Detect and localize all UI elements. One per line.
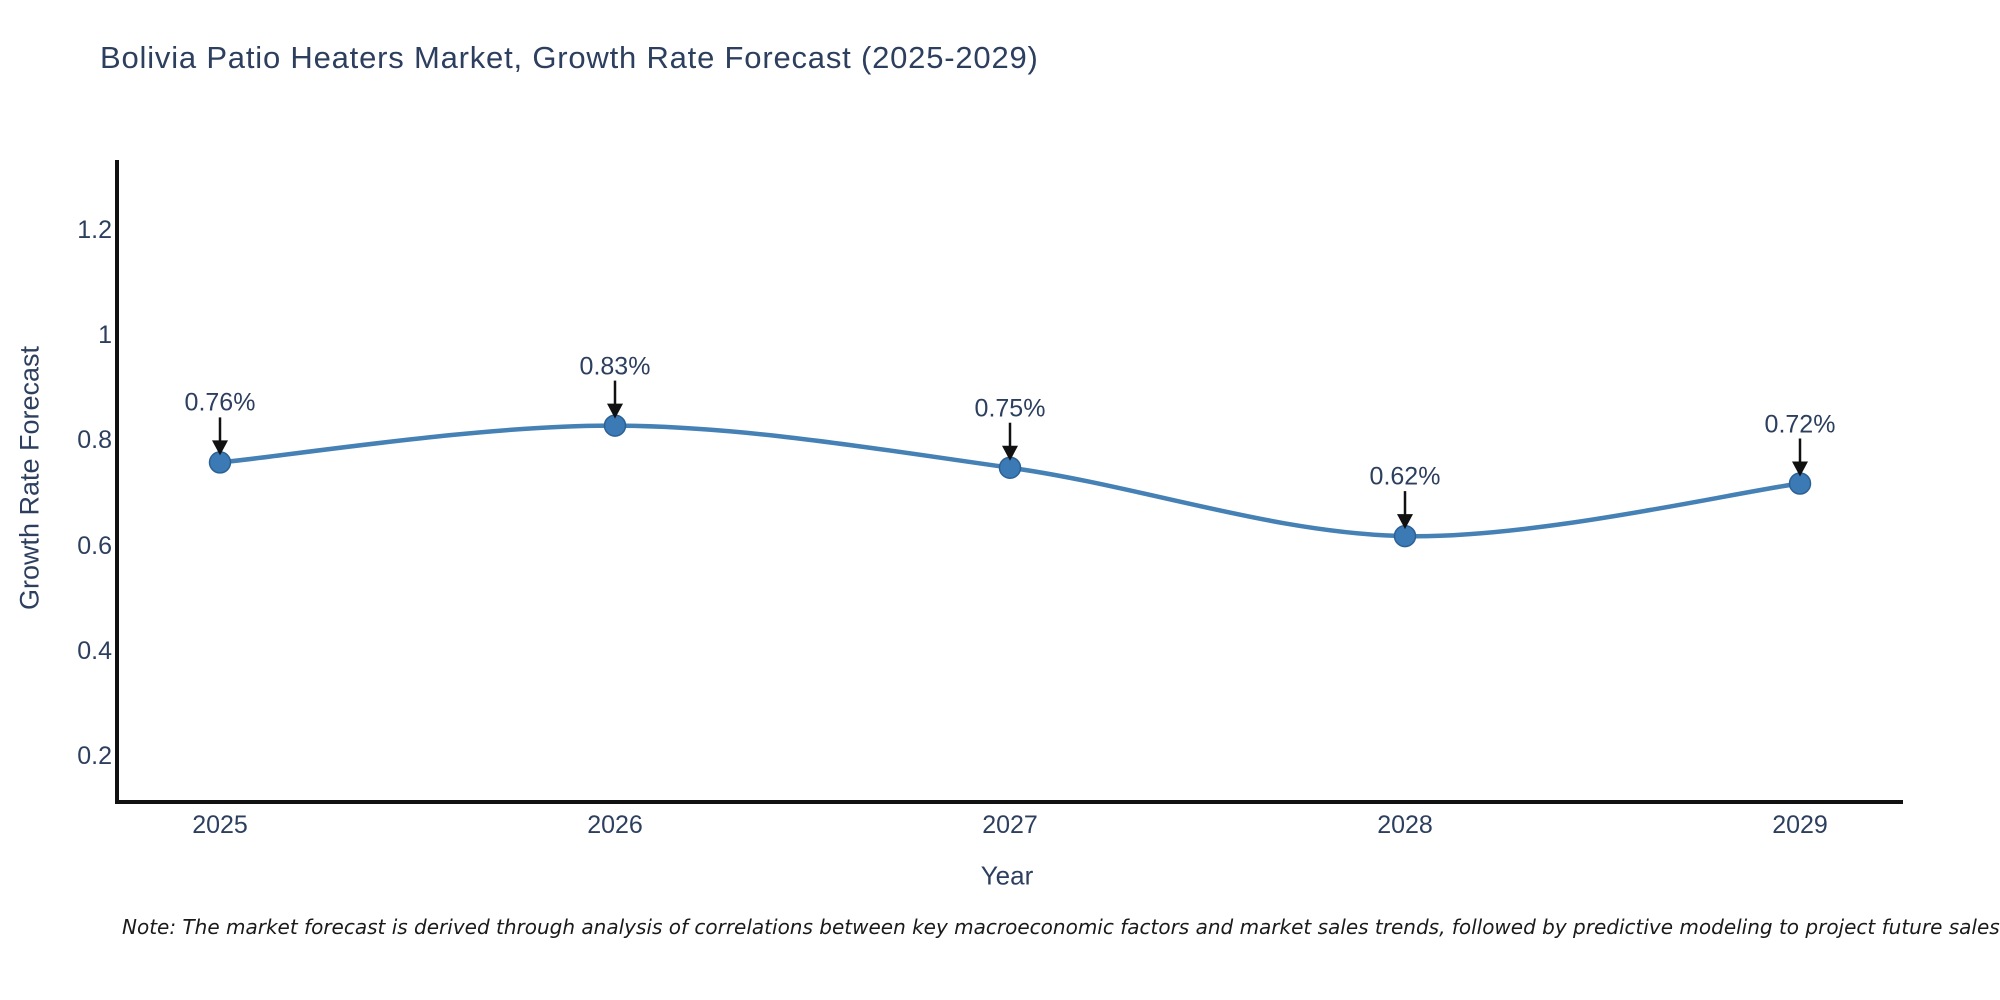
data-point-label: 0.75%: [974, 394, 1046, 423]
x-tick-label: 2029: [1772, 811, 1828, 839]
data-point-label: 0.72%: [1764, 410, 1836, 438]
x-axis-title: Year: [980, 860, 1034, 891]
annotation-arrow-head: [1397, 514, 1413, 530]
data-point-label: 0.62%: [1369, 462, 1441, 491]
data-point-label: 0.83%: [579, 352, 651, 381]
x-tick-label: 2025: [192, 811, 248, 839]
y-tick-label: 1: [98, 321, 112, 350]
x-tick-label: 2027: [982, 811, 1038, 839]
y-tick-label: 0.6: [77, 531, 112, 560]
x-tick-label: 2026: [587, 811, 643, 839]
annotation-arrow-head: [212, 440, 228, 456]
y-tick-label: 0.2: [77, 741, 112, 770]
y-tick-label: 0.8: [77, 426, 112, 455]
annotation-arrow-head: [1002, 445, 1018, 461]
footnote: Note: The market forecast is derived thr…: [122, 915, 2000, 939]
y-axis-title: Growth Rate Forecast: [14, 345, 45, 611]
annotation-arrow-head: [607, 403, 623, 419]
y-tick-label: 1.2: [77, 215, 112, 244]
data-point-label: 0.76%: [184, 388, 256, 417]
chart-title: Bolivia Patio Heaters Market, Growth Rat…: [100, 40, 1039, 75]
y-tick-label: 0.4: [77, 636, 112, 665]
annotation-arrow-head: [1792, 461, 1808, 477]
x-tick-label: 2028: [1377, 811, 1433, 839]
